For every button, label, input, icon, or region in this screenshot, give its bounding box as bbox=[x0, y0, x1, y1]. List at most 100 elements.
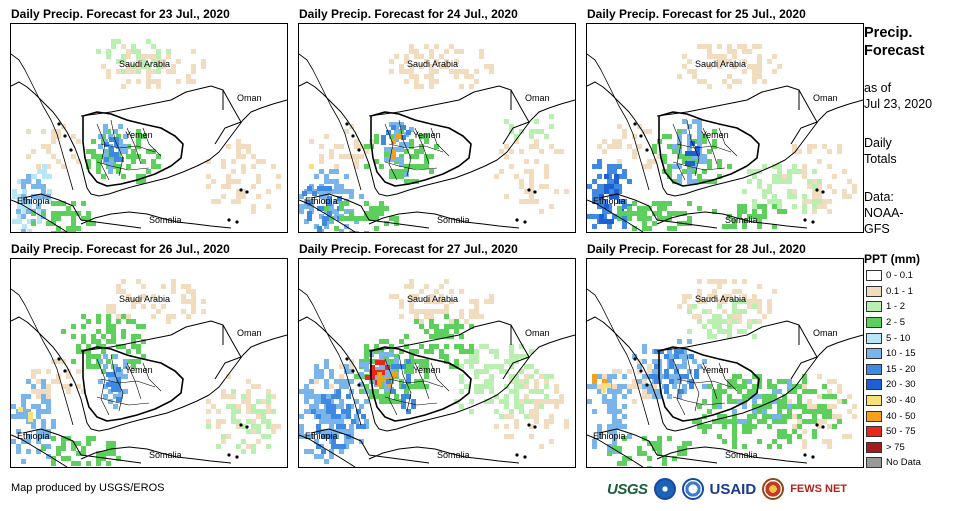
precip-cell bbox=[302, 191, 307, 196]
panel-title: Daily Precip. Forecast for 24 Jul., 2020 bbox=[299, 7, 518, 21]
precip-cell bbox=[702, 299, 707, 304]
precip-cell bbox=[409, 384, 414, 389]
precip-cell bbox=[151, 164, 156, 169]
precip-cell bbox=[166, 54, 171, 59]
precip-cell bbox=[737, 389, 742, 394]
precip-cell bbox=[737, 309, 742, 314]
precip-cell bbox=[126, 79, 131, 84]
precip-cell bbox=[156, 309, 161, 314]
precip-cell bbox=[762, 79, 767, 84]
precip-cell bbox=[597, 144, 602, 149]
precip-cell bbox=[762, 204, 767, 209]
precip-cell bbox=[394, 354, 399, 359]
precip-cell bbox=[236, 144, 241, 149]
precip-cell bbox=[319, 454, 324, 459]
precip-cell bbox=[687, 201, 692, 206]
precip-cell bbox=[151, 304, 156, 309]
precip-cell bbox=[384, 352, 389, 357]
precip-cell bbox=[667, 164, 672, 169]
precip-cell bbox=[717, 384, 722, 389]
precip-cell bbox=[384, 372, 389, 377]
precip-cell bbox=[96, 49, 101, 54]
precip-cell bbox=[384, 157, 389, 162]
precip-cell bbox=[414, 384, 419, 389]
precip-cell bbox=[106, 304, 111, 309]
precip-cell bbox=[504, 154, 509, 159]
precip-cell bbox=[827, 414, 832, 419]
coastline bbox=[299, 81, 575, 197]
precip-cell bbox=[329, 449, 334, 454]
precip-cell bbox=[647, 164, 652, 169]
precip-cell bbox=[419, 359, 424, 364]
coastline bbox=[587, 316, 863, 432]
precip-cell bbox=[534, 414, 539, 419]
precip-cell bbox=[707, 334, 712, 339]
precip-cell bbox=[434, 299, 439, 304]
precip-cell bbox=[91, 139, 96, 144]
precip-cell bbox=[51, 419, 56, 424]
precip-cell bbox=[389, 69, 394, 74]
island bbox=[811, 455, 815, 459]
precip-cell bbox=[732, 304, 737, 309]
precip-cell bbox=[454, 49, 459, 54]
precip-cell bbox=[91, 149, 96, 154]
precip-cell bbox=[404, 172, 409, 177]
precip-cell bbox=[236, 424, 241, 429]
precip-cell bbox=[166, 69, 171, 74]
precip-cell bbox=[307, 201, 312, 206]
precip-cell bbox=[757, 439, 762, 444]
precip-cell bbox=[101, 334, 106, 339]
precip-cell bbox=[76, 349, 81, 354]
precip-cell bbox=[652, 369, 657, 374]
precip-cell bbox=[141, 54, 146, 59]
precip-cell bbox=[231, 394, 236, 399]
precip-cell bbox=[12, 189, 17, 194]
precip-cell bbox=[767, 189, 772, 194]
precip-cell bbox=[474, 354, 479, 359]
precip-cell bbox=[186, 314, 191, 319]
precip-cell bbox=[524, 354, 529, 359]
precip-cell bbox=[111, 334, 116, 339]
precip-cell bbox=[539, 209, 544, 214]
precip-cell bbox=[359, 372, 364, 377]
precip-cell bbox=[171, 279, 176, 284]
precip-cell bbox=[737, 209, 742, 214]
precip-cell bbox=[339, 374, 344, 379]
precip-cell bbox=[359, 216, 364, 221]
precip-cell bbox=[304, 434, 309, 439]
precip-cell bbox=[787, 404, 792, 409]
precip-cell bbox=[246, 429, 251, 434]
precip-cell bbox=[607, 224, 612, 229]
admin-boundary bbox=[110, 354, 124, 412]
precip-cell bbox=[752, 409, 757, 414]
precip-cell bbox=[722, 299, 727, 304]
precip-cell bbox=[86, 216, 91, 221]
precip-cell bbox=[802, 209, 807, 214]
precip-cell bbox=[529, 389, 534, 394]
precip-cell bbox=[176, 79, 181, 84]
precip-cell bbox=[56, 201, 61, 206]
precip-cell bbox=[126, 54, 131, 59]
precip-cell bbox=[524, 399, 529, 404]
precip-cell bbox=[424, 59, 429, 64]
precip-cell bbox=[494, 364, 499, 369]
coastline bbox=[11, 434, 68, 467]
precip-cell bbox=[394, 174, 399, 179]
country-label-ethiopia: Ethiopia bbox=[593, 431, 626, 441]
precip-cell bbox=[81, 216, 86, 221]
precip-cell bbox=[439, 299, 444, 304]
precip-cell bbox=[394, 122, 399, 127]
precip-cell bbox=[682, 364, 687, 369]
precip-cell bbox=[369, 216, 374, 221]
precip-cell bbox=[66, 456, 71, 461]
precip-cell bbox=[817, 179, 822, 184]
precip-cell bbox=[677, 394, 682, 399]
precip-cell bbox=[103, 124, 108, 129]
precip-cell bbox=[534, 404, 539, 409]
precip-cell bbox=[772, 289, 777, 294]
precip-cell bbox=[151, 44, 156, 49]
precip-cell bbox=[672, 149, 677, 154]
precip-cell bbox=[657, 436, 662, 441]
precip-cell bbox=[782, 379, 787, 384]
precip-cell bbox=[156, 64, 161, 69]
